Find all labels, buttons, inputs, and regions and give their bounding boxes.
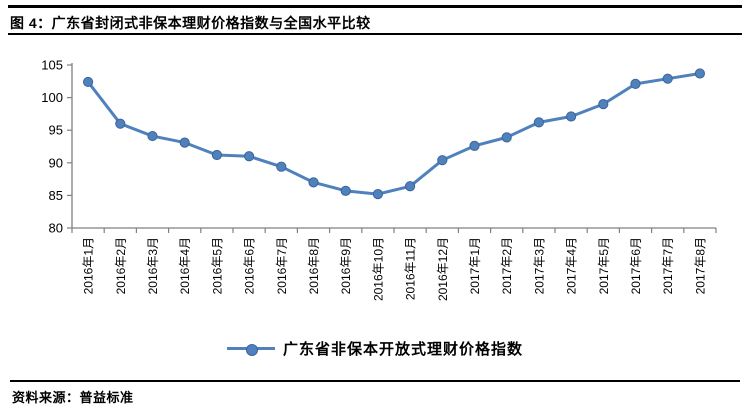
x-axis-label: 2017年5月: [597, 237, 611, 294]
data-point: [694, 68, 706, 79]
data-point: [437, 155, 448, 166]
x-axis-label: 2017年2月: [500, 237, 514, 294]
legend-dot: [245, 343, 258, 356]
x-axis-label: 2017年7月: [661, 237, 675, 294]
data-point: [115, 118, 126, 129]
data-point: [276, 161, 287, 172]
data-point: [533, 117, 545, 128]
line-chart: 80 85 90 95 100 105 2016年1月 2016年2月 2016年3月 2016年…: [41, 58, 717, 301]
x-axis-label: 2017年1月: [468, 237, 482, 294]
y-axis-label: 90: [49, 155, 63, 170]
footer-separator-line: [10, 380, 740, 382]
x-axis-label: 2016年9月: [339, 237, 353, 294]
x-axis-label: 2016年6月: [243, 237, 257, 294]
chart-legend: 广东省非保本开放式理财价格指数: [0, 338, 750, 359]
data-point: [372, 188, 383, 200]
data-point: [469, 140, 480, 151]
data-point: [244, 151, 255, 162]
y-axis-label: 95: [49, 123, 63, 138]
legend-label: 广东省非保本开放式理财价格指数: [282, 341, 523, 358]
x-axis-label: 2016年4月: [178, 237, 192, 294]
data-point: [405, 181, 416, 192]
x-axis-label: 2017年6月: [629, 237, 643, 294]
x-axis-label: 2016年12月: [436, 237, 450, 301]
data-point: [662, 73, 673, 84]
data-point: [566, 111, 577, 122]
y-axis-label: 85: [49, 188, 63, 203]
data-point: [340, 185, 351, 196]
x-axis-label: 2017年3月: [532, 237, 546, 294]
source-note: 资料来源：普益标准: [12, 390, 134, 405]
x-axis-label: 2017年4月: [565, 237, 579, 294]
data-point: [501, 132, 512, 143]
y-axis-label: 100: [41, 90, 63, 105]
y-axis-label: 105: [41, 58, 63, 73]
data-point: [179, 137, 190, 148]
x-axis-label: 2016年5月: [210, 237, 224, 294]
x-axis-label: 2016年8月: [307, 237, 321, 294]
y-axis-label: 80: [49, 221, 63, 236]
title-underline: [8, 33, 742, 35]
x-axis-label: 2017年8月: [693, 237, 707, 294]
figure-title: 图 4：广东省封闭式非保本理财价格指数与全国水平比较: [10, 15, 371, 31]
top-border-line: [8, 5, 742, 8]
data-point: [308, 177, 319, 188]
data-point: [83, 76, 94, 88]
x-axis-label: 2016年3月: [146, 237, 160, 294]
x-axis-label: 2016年7月: [275, 237, 289, 294]
x-axis-label: 2016年11月: [404, 237, 418, 300]
series-line: [86, 71, 702, 196]
legend-line-marker-icon: [226, 343, 275, 356]
data-point: [630, 78, 641, 90]
data-point: [211, 149, 222, 161]
x-axis-label: 2016年10月: [371, 237, 385, 301]
x-axis-label: 2016年1月: [82, 237, 96, 294]
x-axis-label: 2016年2月: [114, 237, 128, 294]
data-point: [147, 130, 158, 142]
data-point: [598, 99, 609, 110]
